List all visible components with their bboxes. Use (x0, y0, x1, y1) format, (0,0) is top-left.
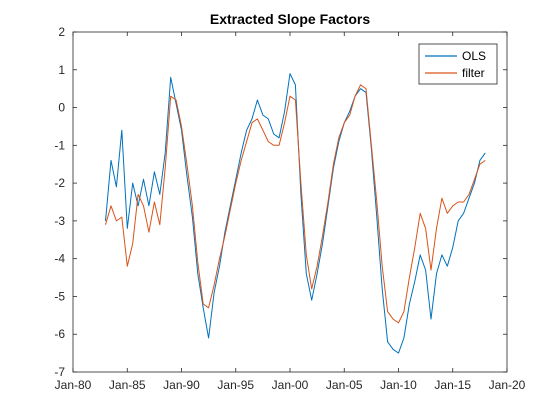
y-tick-label: 0 (58, 101, 65, 115)
x-tick-label: Jan-00 (272, 378, 309, 392)
legend-label-filter: filter (462, 66, 485, 80)
x-tick-label: Jan-05 (326, 378, 363, 392)
y-tick-label: -4 (54, 252, 65, 266)
y-tick-label: -5 (54, 289, 65, 303)
y-tick-label: -1 (54, 138, 65, 152)
legend: OLS filter (418, 43, 498, 85)
y-tick-label: 2 (58, 25, 65, 39)
chart-title: Extracted Slope Factors (210, 11, 370, 27)
y-axis: 2 1 0 -1 -2 -3 -4 -5 -6 -7 (54, 25, 507, 379)
y-tick-label: -6 (54, 327, 65, 341)
y-tick-label: 1 (58, 63, 65, 77)
x-axis: Jan-80 Jan-85 Jan-90 Jan-95 Jan-00 Jan-05 Jan-… (55, 32, 526, 392)
x-tick-label: Jan-15 (434, 378, 471, 392)
series-line-ols (105, 73, 486, 354)
series-layer (105, 73, 486, 354)
x-tick-label: Jan-20 (489, 378, 526, 392)
legend-box (418, 43, 498, 85)
x-tick-label: Jan-90 (163, 378, 200, 392)
x-tick-label: Jan-10 (380, 378, 417, 392)
y-tick-label: -2 (54, 176, 65, 190)
x-tick-label: Jan-80 (55, 378, 92, 392)
series-line-filter (105, 84, 486, 324)
y-tick-label: -3 (54, 214, 65, 228)
x-tick-label: Jan-95 (217, 378, 254, 392)
y-tick-label: -7 (54, 365, 65, 379)
legend-label-ols: OLS (462, 49, 486, 63)
x-tick-label: Jan-85 (109, 378, 146, 392)
